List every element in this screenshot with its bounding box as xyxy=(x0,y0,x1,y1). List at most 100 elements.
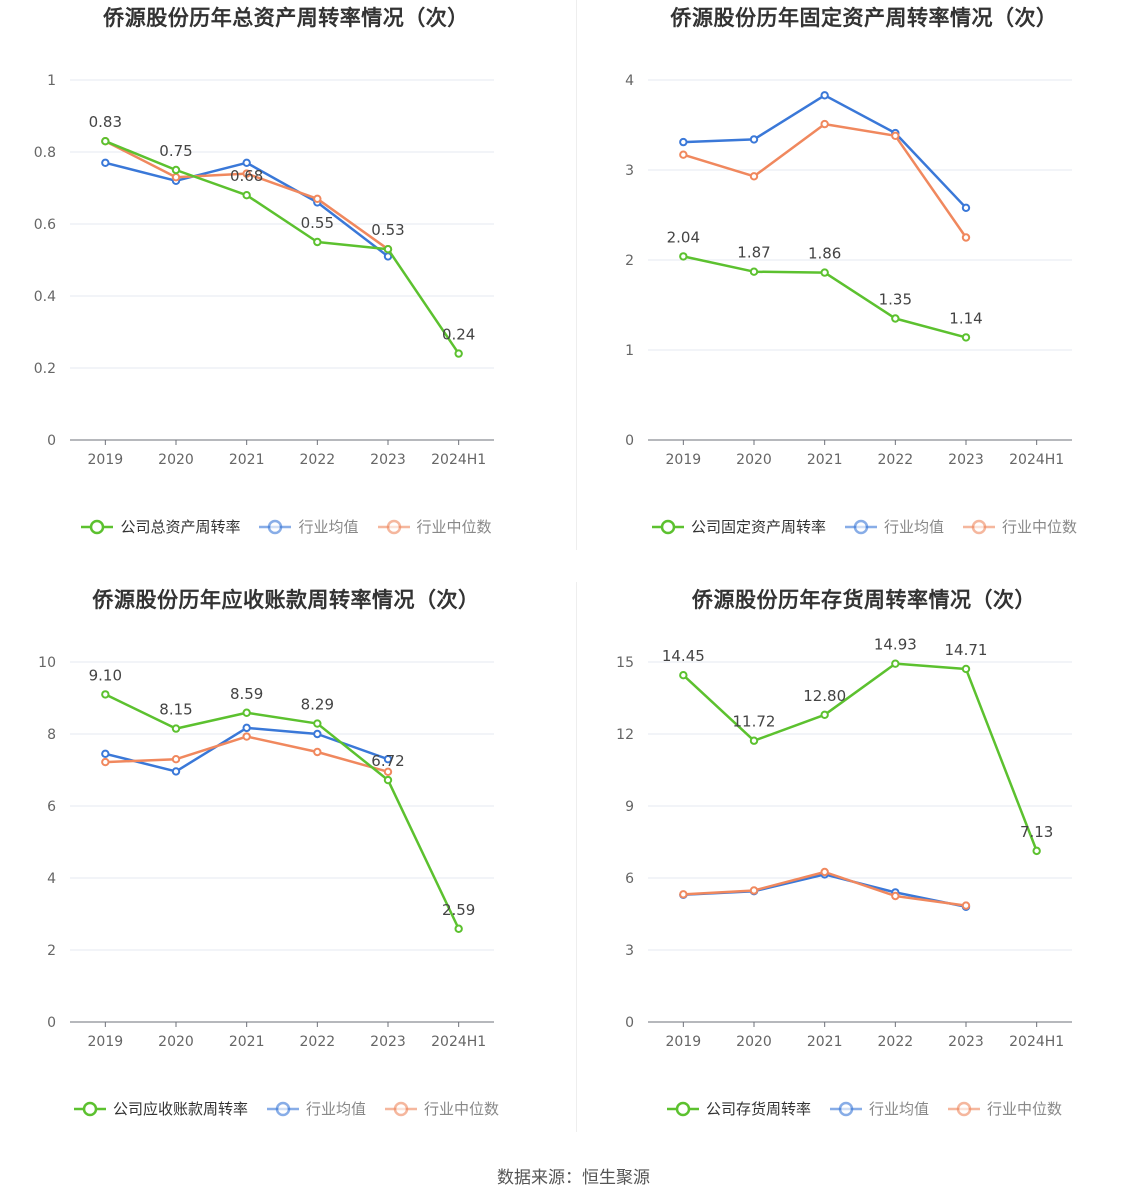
data-point-industry_avg xyxy=(242,158,251,168)
data-point-industry_avg xyxy=(101,749,110,759)
data-label: 1.86 xyxy=(808,245,841,263)
data-source-label: 数据来源：恒生聚源 xyxy=(497,1168,650,1188)
legend-label: 公司存货周转率 xyxy=(705,1100,811,1118)
data-point-company xyxy=(171,165,181,175)
legend-item-industry_avg[interactable]: 行业均值 xyxy=(266,1098,366,1119)
chart-legend: 公司固定资产周转率 行业均值 行业中位数 xyxy=(584,516,1144,537)
y-tick-label: 0 xyxy=(625,433,634,449)
legend-marker-icon xyxy=(963,519,995,534)
data-point-company xyxy=(454,349,463,358)
data-point-industry_avg xyxy=(820,91,829,100)
data-point-industry_median xyxy=(383,767,393,777)
legend-label: 公司固定资产周转率 xyxy=(690,518,826,536)
y-tick-label: 4 xyxy=(47,871,56,887)
chart-plot: 0 1 2 3 4 2019 2020 2021 2022 2023 2024H1 2.04 1.87 1… xyxy=(625,73,1072,468)
panel-divider-bottom xyxy=(576,582,577,1132)
chart-panel-fixed-asset-turnover: 侨源股份历年固定资产周转率情况（次） 0 1 2 3 4 2019 2020 2021 2022… xyxy=(584,0,1144,560)
x-tick-label: 2022 xyxy=(878,452,914,468)
data-point-company xyxy=(383,245,393,254)
chart-title: 侨源股份历年总资产周转率情况（次） xyxy=(103,6,469,30)
series-line-industry_median xyxy=(105,735,389,774)
data-point-industry_median xyxy=(820,867,829,877)
chart-title: 侨源股份历年固定资产周转率情况（次） xyxy=(670,6,1058,30)
data-point-industry_median xyxy=(679,890,688,899)
data-label: 1.35 xyxy=(879,291,912,309)
data-label: 0.55 xyxy=(301,214,334,232)
legend-item-industry_avg[interactable]: 行业均值 xyxy=(258,516,359,537)
data-label: 1.87 xyxy=(737,244,770,262)
data-point-company xyxy=(313,719,322,728)
data-point-company xyxy=(679,252,688,261)
data-label: 0.24 xyxy=(442,326,475,344)
x-tick-label: 2021 xyxy=(229,452,265,468)
data-point-industry_median xyxy=(749,172,759,181)
y-tick-label: 15 xyxy=(616,655,634,671)
x-tick-label: 2024H1 xyxy=(1009,1034,1064,1050)
legend-marker-icon xyxy=(651,519,684,534)
data-point-company xyxy=(891,659,900,668)
data-point-industry_median xyxy=(749,886,759,895)
legend-item-company[interactable]: 公司固定资产周转率 xyxy=(651,516,826,537)
legend-item-company[interactable]: 公司总资产周转率 xyxy=(80,516,240,537)
data-label: 12.80 xyxy=(803,687,846,705)
legend-marker-icon xyxy=(81,519,114,534)
x-tick-label: 2024H1 xyxy=(431,1034,486,1050)
x-tick-label: 2021 xyxy=(229,1034,265,1050)
y-tick-label: 3 xyxy=(625,163,634,179)
data-point-company xyxy=(749,267,759,276)
data-point-industry_median xyxy=(313,747,322,757)
data-label: 1.14 xyxy=(949,309,982,327)
legend-marker-icon xyxy=(844,519,877,534)
data-point-industry_median xyxy=(820,119,829,129)
data-point-industry_avg xyxy=(749,135,759,144)
legend-label: 行业均值 xyxy=(298,518,359,536)
data-point-industry_median xyxy=(961,901,971,910)
x-tick-label: 2022 xyxy=(300,452,336,468)
x-tick-label: 2023 xyxy=(370,452,406,468)
x-tick-label: 2023 xyxy=(370,1034,406,1050)
y-tick-label: 8 xyxy=(47,727,56,743)
x-tick-label: 2019 xyxy=(88,1034,124,1050)
data-point-industry_avg xyxy=(961,203,971,213)
data-point-company xyxy=(101,690,110,699)
legend-item-industry_avg[interactable]: 行业均值 xyxy=(844,516,944,537)
legend-marker-icon xyxy=(377,519,410,534)
y-tick-label: 10 xyxy=(38,655,56,671)
data-point-company xyxy=(891,314,900,323)
data-point-industry_median xyxy=(679,150,688,159)
data-label: 8.59 xyxy=(230,685,263,703)
data-point-company xyxy=(101,137,110,146)
legend-item-industry_median[interactable]: 行业中位数 xyxy=(947,1098,1062,1119)
data-point-company xyxy=(313,237,322,247)
data-label: 7.13 xyxy=(1020,823,1053,841)
data-label: 8.15 xyxy=(159,701,192,719)
legend-item-industry_avg[interactable]: 行业均值 xyxy=(829,1098,929,1119)
y-tick-label: 9 xyxy=(625,799,634,815)
y-tick-label: 4 xyxy=(625,73,634,89)
y-tick-label: 0 xyxy=(47,1015,56,1031)
data-point-industry_median xyxy=(171,173,181,182)
legend-marker-icon xyxy=(73,1101,106,1116)
chart-legend: 公司应收账款周转率 行业均值 行业中位数 xyxy=(6,1098,566,1119)
y-tick-label: 0.6 xyxy=(34,217,56,233)
chart-plot: 0 0.2 0.4 0.6 0.8 1 2019 2020 2021 2022 2023 2024H1… xyxy=(34,73,494,468)
series-line-industry_avg xyxy=(683,94,967,209)
y-tick-label: 6 xyxy=(625,871,634,887)
legend-item-industry_median[interactable]: 行业中位数 xyxy=(962,516,1077,537)
legend-marker-icon xyxy=(829,1101,862,1116)
y-tick-label: 1 xyxy=(47,73,56,89)
legend-item-industry_median[interactable]: 行业中位数 xyxy=(377,516,492,537)
data-point-company xyxy=(1032,846,1041,856)
data-point-company xyxy=(242,191,251,200)
y-tick-label: 0 xyxy=(625,1015,634,1031)
x-tick-label: 2022 xyxy=(300,1034,336,1050)
chart-panel-total-asset-turnover: 侨源股份历年总资产周转率情况（次） 0 0.2 0.4 0.6 0.8 1 2019 2020… xyxy=(6,0,566,560)
legend-marker-icon xyxy=(666,1101,699,1116)
legend-item-company[interactable]: 公司应收账款周转率 xyxy=(73,1098,248,1119)
legend-item-company[interactable]: 公司存货周转率 xyxy=(666,1098,811,1119)
chart-panel-inventory-turnover: 侨源股份历年存货周转率情况（次） 0 3 6 9 12 15 2019 2020 2021 202… xyxy=(584,582,1144,1142)
x-tick-label: 2023 xyxy=(948,1034,984,1050)
legend-item-industry_median[interactable]: 行业中位数 xyxy=(384,1098,499,1119)
data-label: 11.72 xyxy=(733,713,776,731)
x-tick-label: 2020 xyxy=(736,452,772,468)
